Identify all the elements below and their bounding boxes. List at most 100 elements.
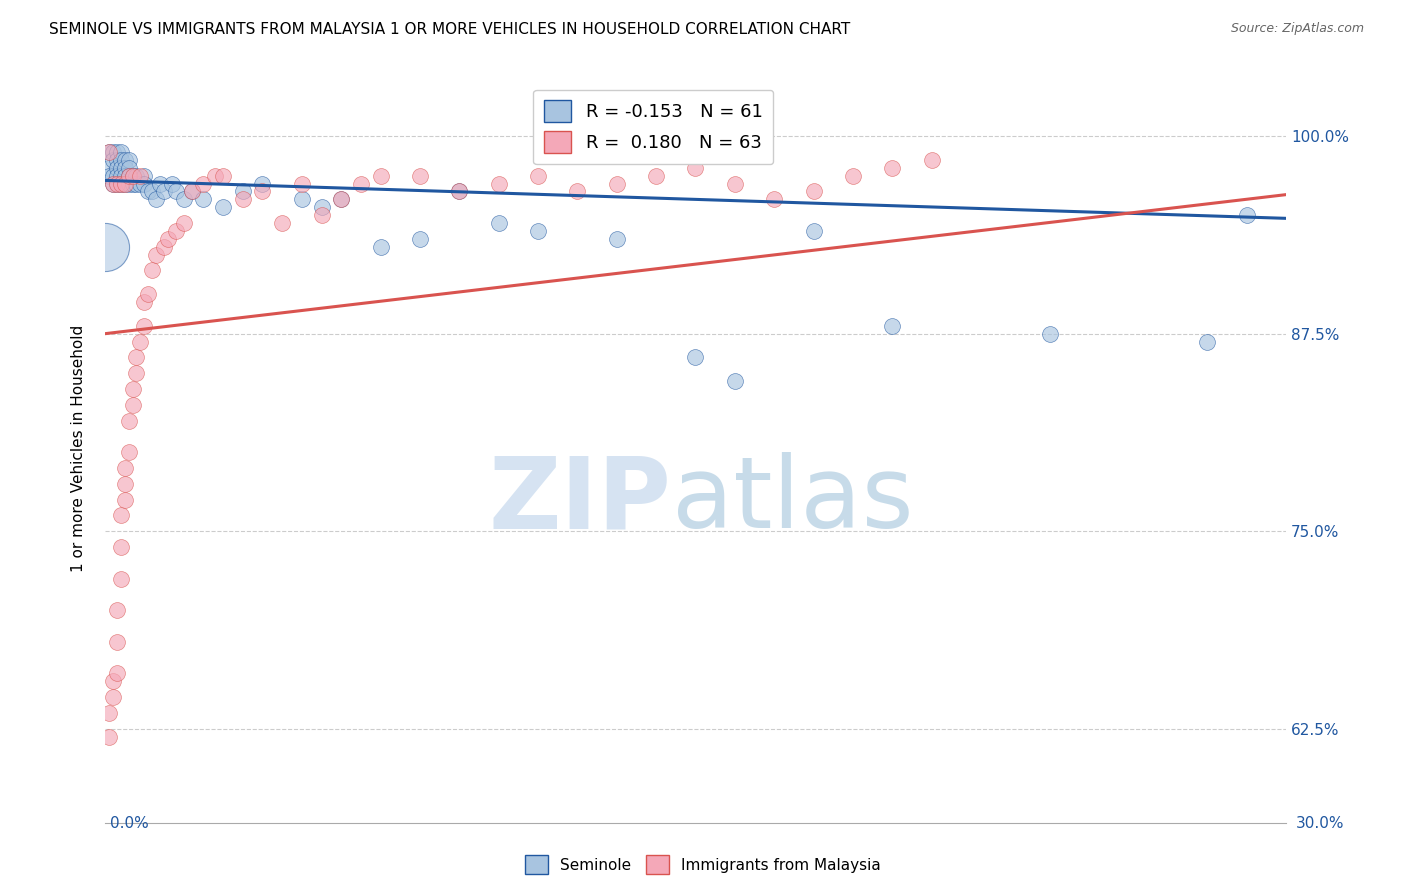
Point bbox=[110, 508, 132, 523]
Point bbox=[94, 240, 117, 254]
Point bbox=[97, 145, 120, 159]
Point bbox=[125, 366, 148, 380]
Point bbox=[291, 193, 314, 207]
Point bbox=[105, 666, 128, 681]
Point bbox=[129, 177, 152, 191]
Point bbox=[97, 706, 120, 720]
Point bbox=[105, 153, 128, 167]
Point bbox=[114, 153, 136, 167]
Point bbox=[606, 232, 628, 246]
Point bbox=[370, 169, 392, 183]
Point bbox=[882, 318, 904, 333]
Text: Source: ZipAtlas.com: Source: ZipAtlas.com bbox=[1230, 22, 1364, 36]
Point bbox=[204, 169, 226, 183]
Point bbox=[121, 177, 143, 191]
Point bbox=[101, 674, 124, 689]
Point bbox=[291, 177, 314, 191]
Point bbox=[105, 161, 128, 175]
Point bbox=[97, 169, 120, 183]
Point bbox=[685, 161, 707, 175]
Point bbox=[232, 185, 254, 199]
Point bbox=[685, 351, 707, 365]
Point bbox=[110, 177, 132, 191]
Point bbox=[1197, 334, 1219, 349]
Point bbox=[232, 193, 254, 207]
Point bbox=[110, 540, 132, 554]
Point bbox=[156, 232, 179, 246]
Point bbox=[1236, 208, 1258, 222]
Point bbox=[114, 461, 136, 475]
Point bbox=[724, 374, 747, 388]
Point bbox=[121, 169, 143, 183]
Point bbox=[409, 232, 432, 246]
Point bbox=[488, 216, 510, 230]
Point bbox=[882, 161, 904, 175]
Point bbox=[842, 169, 865, 183]
Legend: Seminole, Immigrants from Malaysia: Seminole, Immigrants from Malaysia bbox=[519, 849, 887, 880]
Point bbox=[311, 208, 333, 222]
Point bbox=[153, 185, 176, 199]
Point bbox=[129, 169, 152, 183]
Point bbox=[145, 248, 167, 262]
Point bbox=[110, 153, 132, 167]
Point bbox=[97, 730, 120, 744]
Point bbox=[110, 177, 132, 191]
Point bbox=[125, 169, 148, 183]
Point bbox=[134, 318, 156, 333]
Point bbox=[153, 240, 176, 254]
Point bbox=[117, 161, 139, 175]
Point bbox=[311, 200, 333, 214]
Point bbox=[121, 382, 143, 396]
Point bbox=[134, 177, 156, 191]
Point bbox=[105, 603, 128, 617]
Point bbox=[271, 216, 294, 230]
Point bbox=[105, 169, 128, 183]
Point bbox=[141, 185, 163, 199]
Point bbox=[763, 193, 786, 207]
Text: atlas: atlas bbox=[672, 452, 914, 549]
Point bbox=[449, 185, 471, 199]
Point bbox=[101, 169, 124, 183]
Point bbox=[370, 240, 392, 254]
Point bbox=[114, 177, 136, 191]
Point bbox=[97, 145, 120, 159]
Text: 0.0%: 0.0% bbox=[110, 816, 149, 831]
Point bbox=[101, 177, 124, 191]
Point bbox=[606, 177, 628, 191]
Point bbox=[212, 169, 235, 183]
Point bbox=[193, 193, 215, 207]
Point bbox=[110, 572, 132, 586]
Point bbox=[173, 193, 195, 207]
Point bbox=[134, 295, 156, 310]
Point bbox=[101, 690, 124, 704]
Point bbox=[110, 145, 132, 159]
Point bbox=[134, 169, 156, 183]
Point bbox=[141, 263, 163, 277]
Point bbox=[101, 145, 124, 159]
Point bbox=[165, 224, 187, 238]
Point bbox=[160, 177, 183, 191]
Point bbox=[110, 169, 132, 183]
Point bbox=[136, 287, 159, 301]
Point bbox=[330, 193, 353, 207]
Point bbox=[117, 169, 139, 183]
Y-axis label: 1 or more Vehicles in Household: 1 or more Vehicles in Household bbox=[72, 325, 86, 572]
Point bbox=[105, 634, 128, 648]
Point bbox=[121, 169, 143, 183]
Point bbox=[117, 445, 139, 459]
Point bbox=[212, 200, 235, 214]
Point bbox=[165, 185, 187, 199]
Point bbox=[803, 224, 825, 238]
Point bbox=[527, 169, 550, 183]
Legend: R = -0.153   N = 61, R =  0.180   N = 63: R = -0.153 N = 61, R = 0.180 N = 63 bbox=[533, 89, 773, 164]
Point bbox=[645, 169, 668, 183]
Point bbox=[488, 177, 510, 191]
Point bbox=[252, 185, 274, 199]
Point bbox=[145, 193, 167, 207]
Point bbox=[350, 177, 373, 191]
Point bbox=[117, 153, 139, 167]
Text: 30.0%: 30.0% bbox=[1296, 816, 1344, 831]
Point bbox=[117, 414, 139, 428]
Text: ZIP: ZIP bbox=[489, 452, 672, 549]
Point bbox=[149, 177, 172, 191]
